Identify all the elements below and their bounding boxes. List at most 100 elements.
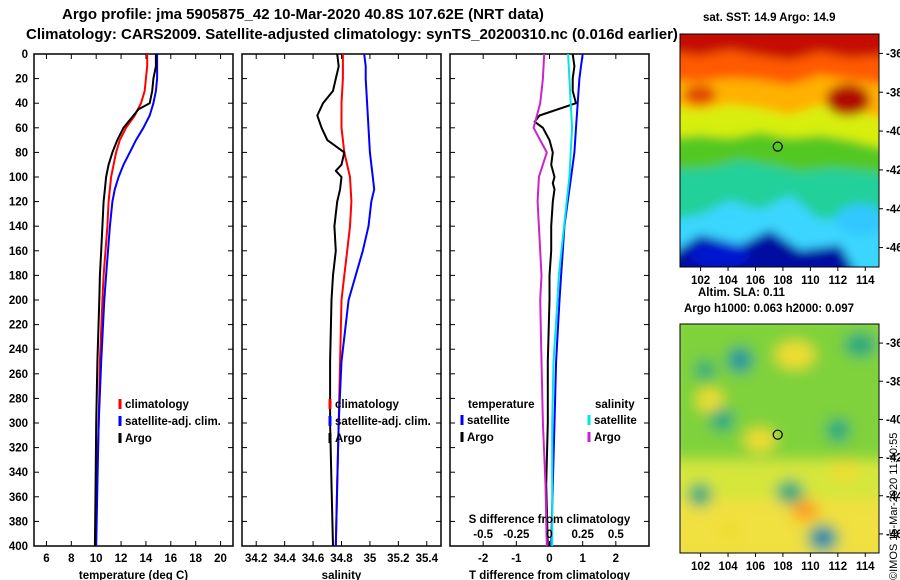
depth-tick-label: 200 (9, 295, 28, 307)
legend-item-t-satellite: satellite (467, 415, 510, 427)
x-tick-label: -2 (478, 553, 488, 565)
x-tick-label: 35 (364, 553, 377, 565)
x2-tick-label: 0.5 (608, 529, 625, 541)
x-tick-label: 12 (115, 553, 128, 565)
sla-map-x-tick-label: 114 (856, 561, 875, 573)
x-axis-label: temperature (deg C) (79, 570, 188, 580)
sst-cold-patch (690, 243, 750, 267)
sst-map-y-tick-label: -38 (886, 87, 900, 99)
title-line-1: Argo profile: jma 5905875_42 10-Mar-2020… (62, 6, 544, 23)
sst-field-blur (680, 34, 879, 267)
legend-item-sal: satellite-adj. clim. (335, 416, 431, 428)
sla-map-y-tick-label: -36 (886, 338, 900, 350)
sst-map-x-tick-label: 108 (773, 275, 793, 287)
x2-tick-label: 0.25 (571, 529, 594, 541)
sla-map-y-tick-label: -44 (886, 491, 900, 503)
sst-map-x-tick-label: 114 (856, 275, 875, 287)
depth-tick-label: 0 (22, 49, 28, 61)
profile-line-argo (93, 54, 157, 547)
sst-map-x-tick-label: 110 (801, 275, 820, 287)
sla-map-x-tick-label: 110 (801, 561, 820, 573)
x-tick-label: 16 (164, 553, 177, 565)
depth-tick-label: 80 (15, 147, 28, 159)
profile-line-salinity-satellite (551, 53, 574, 546)
sst-cool-patch (836, 204, 879, 236)
sst-map-y-tick-label: -36 (886, 48, 900, 60)
sla-low (826, 418, 850, 442)
profile-line-argo (316, 53, 346, 547)
profile-line-satellite-adj-clim- (334, 53, 376, 547)
x-tick-label: 34.4 (273, 553, 296, 565)
depth-tick-label: 400 (9, 541, 28, 553)
sla-low (710, 408, 734, 432)
x2-axis-label: S difference from climatology (469, 514, 631, 526)
sla-map-y-tick-label: -46 (886, 529, 900, 541)
sst-map-x-tick-label: 106 (746, 275, 765, 287)
profile-line-temperature-argo (533, 53, 577, 547)
x2-tick-label: -0.5 (473, 529, 493, 541)
x-axis-label: salinity (322, 570, 362, 580)
depth-tick-label: 240 (9, 344, 28, 356)
sst-map-y-tick-label: -44 (886, 204, 900, 216)
sla-map-y-tick-label: -38 (886, 376, 900, 388)
plot-frame-temperature-profile (33, 53, 234, 547)
depth-tick-label: 60 (15, 123, 28, 135)
x2-tick-label: -0.25 (503, 529, 530, 541)
legend-item-s-satellite: satellite (594, 415, 637, 427)
sla-low (776, 480, 804, 504)
sst-map-argo-marker (772, 141, 783, 152)
x-tick-label: 34.6 (302, 553, 324, 565)
sla-high (775, 341, 815, 369)
x-tick-label: 34.8 (330, 553, 353, 565)
x-tick-label: -1 (511, 553, 522, 565)
sla-high (696, 388, 724, 412)
sla-map-x-tick-label: 102 (691, 561, 710, 573)
sst-map-x-tick-label: 104 (718, 275, 738, 287)
x-tick-label: 14 (140, 553, 153, 565)
sst-map-y-tick-label: -42 (886, 165, 900, 177)
sst-map-frame (679, 33, 880, 268)
sst-map-y-tick-label: -46 (886, 243, 900, 255)
sla-map-x-tick-label: 106 (746, 561, 765, 573)
sla-map-subtitle: Argo h1000: 0.063 h2000: 0.097 (684, 303, 855, 315)
sla-map-argo-marker (772, 429, 783, 440)
depth-tick-label: 20 (15, 74, 28, 86)
x-tick-label: 18 (189, 553, 202, 565)
legend-item-sal: Argo (335, 433, 362, 445)
sla-map-title: Altim. SLA: 0.11 (698, 287, 785, 299)
x2-tick-label: 0 (546, 529, 552, 541)
x-tick-label: 1 (579, 553, 586, 565)
legend-item-temp: satellite-adj. clim. (125, 416, 221, 428)
sla-high (744, 428, 776, 452)
profile-line-climatology (94, 54, 149, 547)
profile-line-satellite-adj-clim- (95, 54, 159, 547)
depth-tick-label: 100 (9, 172, 28, 184)
depth-tick-label: 280 (9, 393, 28, 405)
depth-tick-label: 180 (9, 270, 28, 282)
title-line-2: Climatology: CARS2009. Satellite-adjuste… (26, 26, 678, 43)
sla-map-x-tick-label: 112 (829, 561, 848, 573)
sst-map-x-tick-label: 112 (829, 275, 848, 287)
x-tick-label: 6 (43, 553, 49, 565)
sla-low (695, 360, 715, 380)
sst-field (680, 34, 879, 267)
legend-heading-temperature: temperature (468, 399, 534, 411)
sla-band (680, 500, 879, 553)
sla-map-y-tick-label: -42 (886, 453, 900, 465)
x-axis-label: T difference from climatology (469, 570, 631, 580)
sst-warm-eddy (826, 84, 870, 116)
sst-map-x-tick-label: 102 (691, 275, 710, 287)
sla-map-y-tick-label: -40 (886, 414, 900, 426)
legend-item-temp: Argo (125, 433, 152, 445)
x-tick-label: 35.2 (387, 553, 409, 565)
depth-tick-label: 260 (9, 369, 28, 381)
legend-heading-salinity: salinity (595, 399, 635, 411)
sla-high-peak (791, 500, 819, 520)
legend-item-s-argo: Argo (594, 432, 621, 444)
sst-map-y-tick-label: -40 (886, 126, 900, 138)
depth-tick-label: 120 (9, 197, 28, 209)
legend-item-temp: climatology (125, 399, 190, 411)
sst-warm-eddy (684, 85, 716, 105)
sla-map-x-tick-label: 104 (718, 561, 738, 573)
